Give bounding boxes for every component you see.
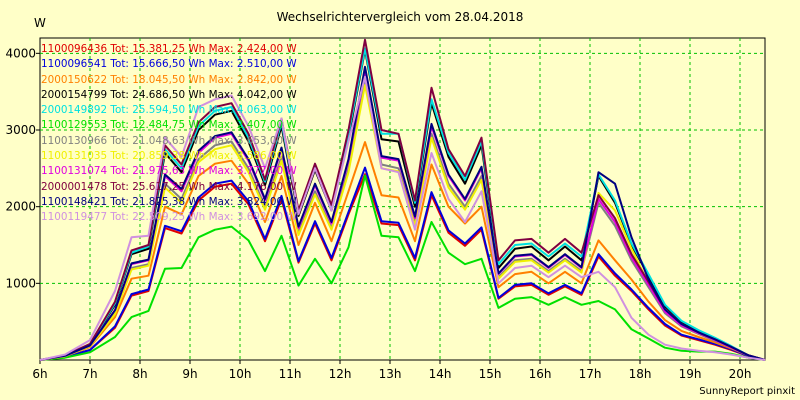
legend-entry: 2000154799 Tot: 24.686,50 Wh Max: 4.042,…: [41, 88, 297, 101]
x-tick-label: 14h: [429, 367, 452, 381]
y-tick-label: 2000: [5, 200, 36, 214]
series-line: [39, 47, 766, 361]
y-tick-label: 1000: [5, 276, 36, 290]
legend-entry: 1100096436 Tot: 15.381,25 Wh Max: 2.424,…: [41, 43, 297, 55]
legend-entry: 1100131074 Tot: 21.975,63 Wh Max: 3.777,…: [41, 165, 297, 178]
series-line: [39, 141, 766, 361]
x-tick-label: 9h: [182, 367, 197, 381]
series-line: [39, 174, 766, 361]
y-tick-label: 4000: [5, 46, 36, 60]
legend-entry: 2000149892 Tot: 25.594,50 Wh Max: 4.063,…: [41, 104, 297, 117]
legend-entry: 1100130966 Tot: 21.048,63 Wh Max: 3.653,…: [41, 134, 297, 147]
series-line: [39, 75, 766, 361]
x-tick-label: 15h: [479, 367, 502, 381]
footer-text: SunnyReport pinxit: [699, 386, 795, 397]
x-tick-label: 6h: [32, 367, 47, 381]
series-line: [39, 166, 766, 361]
x-tick-label: 12h: [329, 367, 352, 381]
legend-entry: 2000001478 Tot: 25.617,25 Wh Max: 4.176,…: [41, 180, 297, 193]
y-tick-label: 3000: [5, 123, 36, 137]
chart-title: Wechselrichtervergleich vom 28.04.2018: [276, 10, 524, 24]
x-tick-label: 8h: [132, 367, 147, 381]
series-line: [39, 65, 766, 361]
x-tick-label: 17h: [579, 367, 602, 381]
legend-entry: 1100096541 Tot: 15.666,50 Wh Max: 2.510,…: [41, 58, 297, 71]
series-line: [39, 69, 766, 361]
legend-entry: 1100148421 Tot: 21.825,38 Wh Max: 3.824,…: [41, 195, 297, 208]
x-tick-label: 13h: [379, 367, 402, 381]
legend: 1100096436 Tot: 15.381,25 Wh Max: 2.424,…: [41, 42, 297, 226]
x-tick-label: 11h: [279, 367, 302, 381]
x-tick-label: 7h: [82, 367, 97, 381]
x-tick-label: 18h: [629, 367, 652, 381]
series-line: [39, 173, 766, 361]
plot-frame: [39, 37, 766, 361]
x-tick-label: 10h: [229, 367, 252, 381]
legend-entry: 1100131035 Tot: 20.859,38 Wh Max: 3.586,…: [41, 150, 297, 163]
legend-entry: 1100119477 Tot: 22.509,25 Wh Max: 3.692,…: [41, 211, 297, 224]
y-axis-unit: W: [34, 16, 46, 30]
legend-entry: 2000150622 Tot: 18.045,50 Wh Max: 2.842,…: [41, 73, 297, 86]
x-tick-label: 20h: [729, 367, 752, 381]
legend-entry: 1100129553 Tot: 12.484,75 Wh Max: 2.407,…: [41, 119, 297, 132]
x-tick-label: 19h: [679, 367, 702, 381]
x-tick-label: 16h: [529, 367, 552, 381]
series-line: [39, 38, 766, 361]
